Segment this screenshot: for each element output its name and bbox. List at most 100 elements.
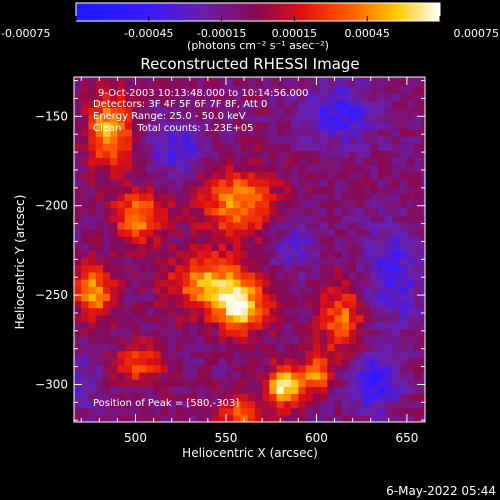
heatmap-cell [247, 414, 256, 422]
heatmap-cell [421, 178, 425, 187]
heatmap-cell [146, 171, 155, 180]
heatmap-cell [95, 400, 104, 409]
heatmap-cell [312, 364, 321, 373]
heatmap-cell [131, 200, 140, 209]
heatmap-cell [102, 257, 111, 266]
heatmap-cell [81, 164, 89, 173]
heatmap-cell [160, 250, 169, 259]
heatmap-cell [139, 107, 147, 116]
heatmap-cell [399, 343, 408, 352]
heatmap-cell [204, 257, 213, 266]
heatmap-cell [414, 207, 422, 216]
heatmap-cell [349, 178, 357, 187]
heatmap-cell [81, 271, 89, 280]
heatmap-cell [168, 93, 176, 101]
heatmap-cell [131, 171, 140, 180]
heatmap-cell [102, 379, 111, 387]
heatmap-cell [146, 386, 155, 394]
heatmap-cell [349, 286, 357, 294]
heatmap-cell [269, 329, 278, 337]
heatmap-cell [406, 164, 415, 173]
heatmap-cell [276, 214, 285, 223]
heatmap-cell [262, 114, 270, 123]
heatmap-cell [139, 293, 147, 302]
heatmap-cell [74, 414, 75, 422]
heatmap-cell [131, 114, 140, 123]
heatmap-cell [421, 357, 425, 366]
heatmap-cell [175, 93, 184, 101]
colorbar-tick-label: 0.00045 [344, 27, 390, 40]
heatmap-cell [131, 164, 140, 173]
heatmap-cell [414, 293, 422, 302]
heatmap-cell [110, 257, 118, 266]
heatmap-cell [204, 364, 213, 373]
heatmap-cell [175, 193, 184, 201]
heatmap-cell [139, 114, 147, 123]
heatmap-cell [240, 250, 249, 259]
heatmap-cell [421, 350, 425, 359]
heatmap-cell [88, 78, 97, 87]
heatmap-cell [385, 243, 393, 251]
heatmap-cell [204, 207, 213, 216]
heatmap-cell [406, 243, 415, 251]
heatmap-cell [349, 393, 357, 402]
heatmap-cell [153, 186, 162, 194]
heatmap-cell [247, 329, 256, 337]
heatmap-cell [349, 207, 357, 216]
heatmap-cell [370, 371, 379, 380]
heatmap-cell [414, 100, 422, 108]
heatmap-cell [204, 228, 213, 237]
heatmap-cell [182, 271, 191, 280]
heatmap-cell [276, 121, 285, 130]
heatmap-cell [226, 171, 234, 180]
heatmap-cell [276, 393, 285, 402]
heatmap-cell [334, 128, 343, 137]
heatmap-cell [74, 250, 82, 259]
annotation-energy-range: Energy Range: 25.0 - 50.0 keV [93, 111, 246, 122]
heatmap-cell [414, 300, 422, 309]
heatmap-cell [204, 371, 213, 380]
heatmap-cell [74, 279, 75, 287]
heatmap-cell [226, 400, 234, 409]
heatmap-cell [254, 85, 263, 94]
heatmap-cell [406, 171, 415, 180]
heatmap-cell [110, 236, 118, 244]
heatmap-cell [110, 136, 118, 144]
heatmap-cell [262, 386, 270, 394]
heatmap-cell [226, 271, 234, 280]
heatmap-cell [88, 257, 97, 266]
heatmap-cell [254, 178, 263, 187]
heatmap-cell [160, 186, 169, 194]
heatmap-cell [175, 221, 184, 230]
heatmap-cell [429, 79, 437, 87]
heatmap-cell [392, 65, 400, 73]
heatmap-cell [429, 379, 437, 387]
heatmap-cell [240, 279, 249, 287]
heatmap-cell [254, 164, 263, 173]
heatmap-cell [349, 250, 357, 259]
heatmap-cell [283, 393, 292, 402]
heatmap-cell [197, 85, 205, 94]
heatmap-cell [88, 171, 97, 180]
heatmap-cell [305, 85, 314, 94]
heatmap-cell [81, 379, 89, 387]
heatmap-cell [327, 114, 336, 123]
heatmap-cell [392, 114, 401, 123]
heatmap-cell [117, 300, 126, 309]
heatmap-cell [146, 236, 155, 244]
heatmap-cell [124, 393, 133, 402]
heatmap-cell [218, 186, 227, 194]
heatmap-cell [305, 186, 314, 194]
heatmap-cell [414, 228, 422, 237]
heatmap-cell [356, 236, 364, 244]
heatmap-cell [189, 250, 198, 259]
heatmap-cell [74, 178, 75, 187]
heatmap-cell [211, 314, 220, 323]
heatmap-cell [102, 243, 111, 251]
heatmap-cell [421, 128, 425, 137]
heatmap-cell [298, 78, 307, 87]
heatmap-cell [370, 171, 379, 180]
heatmap-cell [378, 143, 386, 151]
heatmap-cell [175, 207, 184, 216]
heatmap-cell [385, 93, 393, 101]
